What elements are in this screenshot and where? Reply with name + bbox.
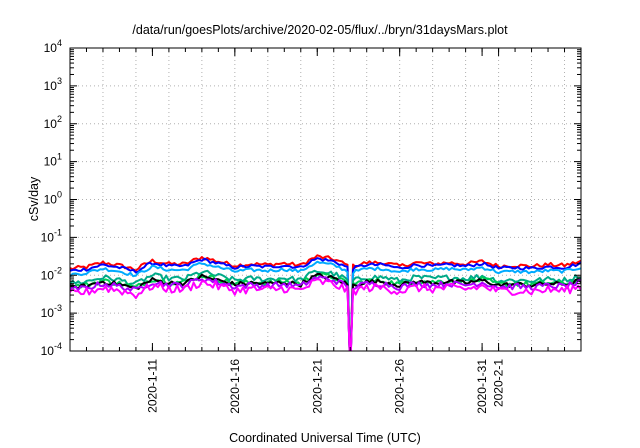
ticks — [70, 47, 581, 352]
series-line — [70, 278, 581, 351]
x-tick-label: 2020-1-11 — [145, 359, 159, 413]
series-line — [70, 260, 581, 351]
x-tick-label: 2020-2-1 — [492, 359, 506, 407]
series-line — [70, 273, 581, 351]
y-tick-labels: 10-4 10-3 10-2 10-1 100 101 102 103 104 — [41, 38, 62, 358]
y-axis-title: cSv/day — [27, 176, 41, 221]
x-tick-label: 2020-1-21 — [310, 359, 324, 414]
plot-title: /data/run/goesPlots/archive/2020-02-05/f… — [132, 23, 508, 37]
series-group — [70, 254, 581, 351]
y-tick-label: 104 — [44, 38, 62, 55]
y-tick-label: 103 — [44, 76, 62, 93]
y-tick-label: 10-4 — [41, 341, 62, 358]
y-tick-label: 100 — [44, 190, 62, 207]
x-tick-label: 2020-1-16 — [228, 359, 242, 414]
x-tick-label: 2020-1-26 — [393, 359, 407, 414]
series-line — [70, 272, 581, 351]
y-tick-label: 10-2 — [41, 265, 62, 282]
y-tick-label: 101 — [44, 152, 62, 169]
x-tick-label: 2020-1-31 — [475, 359, 489, 414]
series-line — [70, 254, 581, 351]
series-line — [70, 257, 581, 351]
x-tick-labels: 2020-1-11 2020-1-16 2020-1-21 2020-1-26 2020… — [145, 359, 505, 414]
y-tick-label: 102 — [44, 114, 62, 131]
x-axis-title: Coordinated Universal Time (UTC) — [229, 431, 421, 445]
grid — [70, 48, 581, 351]
y-tick-label: 10-3 — [41, 303, 62, 320]
y-tick-label: 10-1 — [41, 227, 62, 244]
